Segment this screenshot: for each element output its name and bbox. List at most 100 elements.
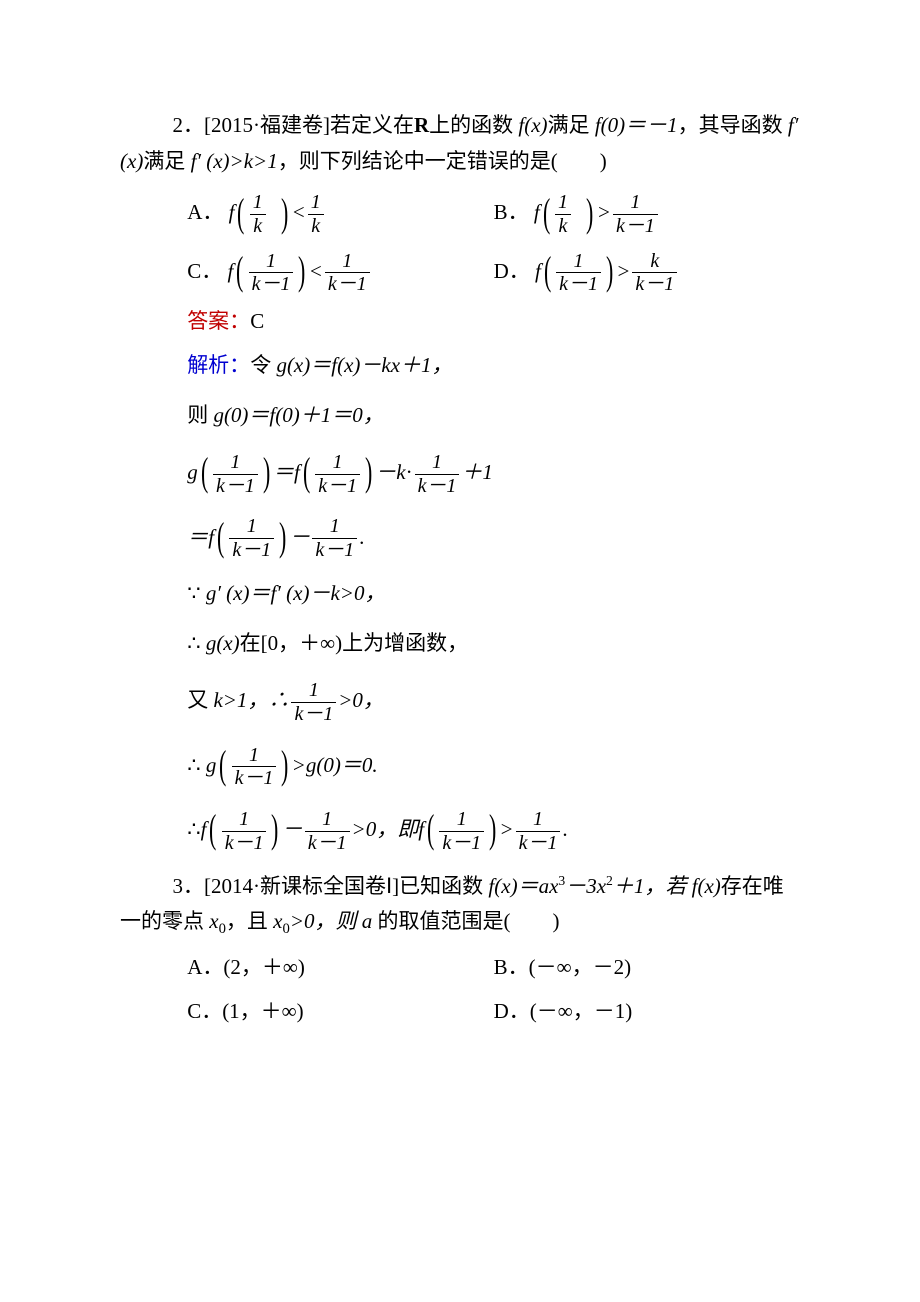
rparen-icon: ): [586, 193, 593, 233]
opt-B-rhs: 1k－1: [613, 192, 658, 237]
q3-fx: f(x)＝ax: [488, 874, 558, 898]
opt-D-arg: 1k－1: [556, 251, 601, 296]
opt-A-label: A．: [187, 200, 223, 224]
opt-B-func: f: [534, 200, 540, 224]
q3-sq: 2: [606, 873, 613, 888]
lparen-icon: (: [219, 745, 226, 785]
opt-A-rhs-num: 1: [308, 192, 324, 214]
opt-B-rhs-num: 1: [613, 192, 658, 214]
s9-minus: －: [282, 817, 303, 841]
q3-option-C: C．(1，＋∞): [187, 994, 493, 1030]
page: 2．[2015·福建卷]若定义在R上的函数 f(x)满足 f(0)＝－1，其导函…: [0, 0, 920, 1302]
s1-pre: 令: [250, 353, 276, 377]
lparen-icon: (: [544, 251, 551, 291]
q3-option-D: D．(－∞，－1): [494, 994, 800, 1030]
s4-rhs-num: 1: [312, 516, 357, 538]
s8-g: g: [206, 753, 217, 777]
q3-options-row-2: C．(1，＋∞) D．(－∞，－1): [120, 994, 800, 1030]
opt-D-arg-den: k－1: [556, 272, 601, 295]
q2-fx: f(x): [518, 113, 547, 137]
lparen-icon: (: [543, 193, 550, 233]
q2-explain-s3: g(1k－1)＝f(1k－1)－k·1k－1＋1: [120, 447, 800, 497]
s9-frac3: 1k－1: [439, 809, 484, 854]
q2-explain-s9: ∴f(1k－1)－1k－1>0，即f(1k－1)>1k－1.: [120, 804, 800, 854]
opt-C-func: f: [227, 259, 233, 283]
s8-num: 1: [232, 745, 277, 767]
q3-tail: 的取值范围是( ): [372, 909, 559, 933]
s4-num: 1: [229, 516, 274, 538]
opt-B-arg-num: 1: [555, 192, 571, 214]
q2-options-row-1: A． f(1k )<1k B． f(1k )>1k－1: [120, 187, 800, 237]
s3-dot: ·: [406, 460, 413, 484]
s9-gt: >: [499, 817, 513, 841]
opt-B-label: B．: [494, 200, 529, 224]
rparen-icon: ): [279, 517, 286, 557]
s3-num2: 1: [315, 452, 360, 474]
s7-frac: 1k－1: [291, 680, 336, 725]
s6-g: g(x): [206, 631, 240, 655]
s7-tail: >0，: [338, 688, 384, 712]
s9-therefore: ∴: [187, 817, 200, 841]
rparen-icon: ): [281, 745, 288, 785]
s9-den: k－1: [222, 831, 267, 854]
opt-A-rel: <: [292, 200, 306, 224]
s8-den: k－1: [232, 766, 277, 789]
s3-frac3: 1k－1: [415, 452, 460, 497]
answer-label: 答案：: [187, 309, 250, 333]
rparen-icon: ): [489, 809, 496, 849]
s3-num3: 1: [415, 452, 460, 474]
q2-ineq: f′ (x)>k>1: [191, 149, 278, 173]
q3-options-row-1: A．(2，＋∞) B．(－∞，－2): [120, 950, 800, 986]
opt-D-func: f: [535, 259, 541, 283]
lparen-icon: (: [201, 452, 208, 492]
explain-label: 解析：: [187, 353, 250, 377]
rparen-icon: ): [271, 809, 278, 849]
q2-mid2: ，其导函数: [678, 113, 788, 137]
q2-option-B: B． f(1k )>1k－1: [494, 187, 800, 237]
s9-mid: >0，即: [352, 817, 419, 841]
q3-mid2: ＋1，若: [613, 874, 692, 898]
opt-D-label: D．: [494, 259, 530, 283]
opt-D-rhs: kk－1: [632, 251, 677, 296]
q2-tail: ，则下列结论中一定错误的是( ): [278, 149, 607, 173]
q3-x0gt: x: [273, 909, 282, 933]
q3-option-A: A．(2，＋∞): [187, 950, 493, 986]
s9-f2: f: [418, 817, 424, 841]
q2-options-row-2: C． f(1k－1)<1k－1 D． f(1k－1)>kk－1: [120, 246, 800, 296]
q2-explain-s7: 又 k>1，∴1k－1>0，: [120, 675, 800, 725]
opt-A-arg-num: 1: [250, 192, 266, 214]
s6-therefore: ∴: [187, 631, 206, 655]
q2-option-A: A． f(1k )<1k: [187, 187, 493, 237]
s9-period: .: [562, 817, 567, 841]
rparen-icon: ): [263, 452, 270, 492]
opt-A-arg: 1k: [250, 192, 266, 237]
q2-option-C: C． f(1k－1)<1k－1: [187, 246, 493, 296]
q2-stem: 2．[2015·福建卷]若定义在R上的函数 f(x)满足 f(0)＝－1，其导函…: [120, 108, 800, 179]
opt-D-rhs-num: k: [632, 251, 677, 273]
s3-eq: ＝: [273, 460, 294, 484]
s8-tail: >g(0)＝0.: [292, 753, 378, 777]
opt-C-rel: <: [309, 259, 323, 283]
opt-B-rel: >: [597, 200, 611, 224]
opt-A-rhs: 1k: [308, 192, 324, 237]
opt-C-rhs-num: 1: [325, 251, 370, 273]
q2-R: R: [414, 113, 429, 137]
q3-a: a: [362, 909, 373, 933]
s4-f: f: [208, 525, 214, 549]
lparen-icon: (: [236, 251, 243, 291]
s3-plus1: ＋1: [461, 460, 493, 484]
s4-frac2: 1k－1: [312, 516, 357, 561]
opt-A-func: f: [229, 200, 235, 224]
s7-den: k－1: [291, 702, 336, 725]
s7-k: k>1，∴: [213, 688, 289, 712]
s9-r3-den: k－1: [516, 831, 561, 854]
s9-frac4: 1k－1: [516, 809, 561, 854]
s5: g′ (x)＝f′ (x)－k>0，: [206, 581, 386, 605]
q3-mid5: >0，则: [290, 909, 362, 933]
lparen-icon: (: [217, 517, 224, 557]
q3-fx2: f(x): [692, 874, 721, 898]
q2-explain-s1: 解析：令 g(x)＝f(x)－kx＋1，: [120, 348, 800, 384]
q2-explain-s2: 则 g(0)＝f(0)＋1＝0，: [120, 398, 800, 434]
opt-D-rhs-den: k－1: [632, 272, 677, 295]
rparen-icon: ): [365, 452, 372, 492]
